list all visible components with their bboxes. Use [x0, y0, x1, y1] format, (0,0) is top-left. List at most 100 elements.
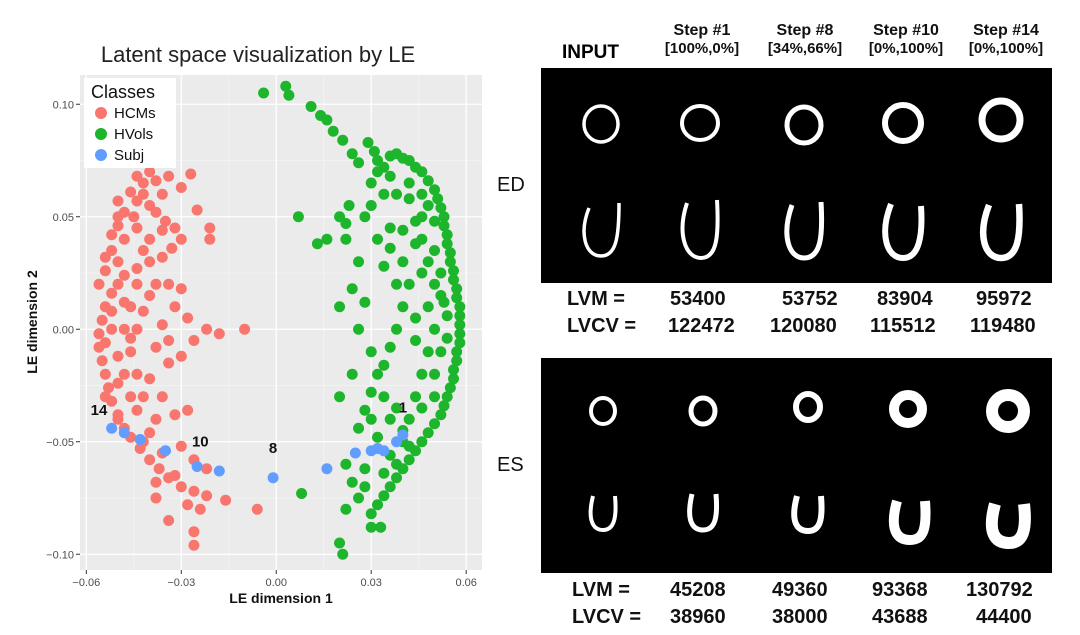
point-subj	[134, 434, 146, 445]
point-hvols	[362, 137, 374, 148]
point-hcms	[106, 229, 118, 241]
point-hcms	[128, 211, 140, 223]
point-hcms	[131, 263, 143, 274]
point-subj	[118, 427, 130, 439]
es-input-ring	[589, 396, 617, 426]
step-annotations: 14 10 8 1	[91, 400, 407, 458]
point-hcms	[169, 222, 181, 234]
point-hcms	[201, 323, 213, 335]
point-hvols	[429, 245, 441, 256]
point-hcms	[150, 413, 162, 425]
point-hvols	[368, 146, 380, 157]
point-hvols	[441, 229, 453, 241]
point-hcms	[131, 278, 143, 290]
legend-marker-hcms	[95, 107, 107, 119]
point-hcms	[144, 233, 156, 245]
legend-label-subj: Subj	[114, 147, 144, 164]
point-hcms	[125, 332, 137, 344]
point-hcms	[156, 224, 168, 236]
point-subj	[159, 445, 171, 457]
point-hcms	[131, 170, 143, 182]
point-hvols	[280, 80, 292, 92]
point-hcms	[251, 503, 263, 515]
point-hcms	[118, 323, 130, 335]
point-hvols	[429, 391, 441, 403]
point-hvols	[438, 220, 450, 232]
point-hcms	[185, 168, 197, 180]
point-hcms	[106, 287, 118, 299]
point-hvols	[422, 175, 434, 187]
point-hvols	[346, 476, 358, 488]
annotation-step-8: 8	[269, 440, 277, 457]
es-step14-ring	[986, 389, 1030, 433]
point-hvols	[378, 188, 390, 200]
point-hvols	[372, 499, 384, 511]
y-axis-ticks: −0.10 −0.05 0.00 0.05 0.10	[46, 99, 80, 561]
point-hcms	[191, 204, 203, 216]
step-header-8: Step #8 [34%,66%]	[755, 22, 855, 57]
point-hvols	[397, 301, 409, 313]
es-lvcv-value-step14: 44400	[976, 606, 1032, 628]
point-hvols	[422, 346, 434, 358]
point-hcms	[118, 296, 130, 308]
point-hvols	[321, 233, 333, 245]
step-ratio-1: [100%,0%]	[664, 40, 740, 57]
point-hvols	[429, 368, 441, 380]
point-hvols	[258, 87, 270, 99]
point-hcms	[182, 499, 194, 511]
point-hvols	[365, 177, 377, 189]
point-hcms	[166, 242, 178, 254]
ed-step14-ring	[978, 97, 1024, 143]
ed-step14-u	[979, 203, 1023, 262]
point-hvols	[422, 256, 434, 268]
point-hcms	[112, 256, 124, 268]
ed-lvcv-value-step1: 122472	[668, 315, 735, 337]
ed-lvm-value-step8: 53752	[782, 288, 838, 310]
point-hvols	[403, 413, 415, 425]
point-hcms	[175, 283, 187, 295]
point-hvols	[429, 184, 441, 196]
point-hvols	[429, 278, 441, 290]
annotation-step-1: 1	[399, 400, 407, 417]
point-hcms	[118, 368, 130, 380]
es-lvcv-value-step8: 38000	[772, 606, 828, 628]
step-ratio-8: [34%,66%]	[767, 40, 843, 57]
es-segmentation-shapes	[588, 389, 1031, 550]
ed-lvcv-value-step14: 119480	[970, 315, 1036, 337]
point-hvols	[340, 218, 352, 229]
ed-step1-u	[680, 199, 720, 261]
point-hvols	[444, 382, 456, 394]
point-hvols	[337, 134, 349, 146]
ed-step8-u	[784, 201, 825, 261]
y-tick-label: −0.10	[46, 549, 74, 561]
point-hvols	[416, 166, 428, 178]
point-hvols	[365, 413, 377, 425]
point-subj	[267, 472, 279, 484]
point-hcms	[144, 373, 156, 385]
point-hcms	[96, 314, 108, 326]
point-hvols	[353, 492, 365, 504]
point-hcms	[150, 492, 162, 504]
latent-space-scatter-plot: Latent space visualization by LE −0.06 −0…	[24, 42, 482, 606]
point-hvols	[391, 458, 403, 470]
ed-lvm-value-step10: 83904	[877, 288, 933, 310]
point-hcms	[150, 476, 162, 488]
step-title-1: Step #1	[673, 22, 731, 39]
point-hcms	[201, 490, 213, 502]
point-hcms	[144, 256, 156, 268]
point-hcms	[156, 188, 168, 200]
point-hcms	[99, 391, 111, 403]
point-hvols	[416, 368, 428, 380]
point-hvols	[365, 346, 377, 358]
point-hvols	[365, 386, 377, 398]
point-hvols	[454, 337, 466, 349]
point-hvols	[327, 125, 339, 137]
point-hcms	[175, 350, 187, 362]
es-segmentation-panel	[541, 358, 1052, 573]
point-hvols	[292, 211, 304, 223]
point-subj	[378, 445, 390, 457]
ed-step8-ring	[784, 104, 824, 146]
x-tick-label: 0.06	[455, 577, 476, 589]
point-hcms	[106, 305, 118, 317]
point-hvols	[359, 404, 371, 416]
